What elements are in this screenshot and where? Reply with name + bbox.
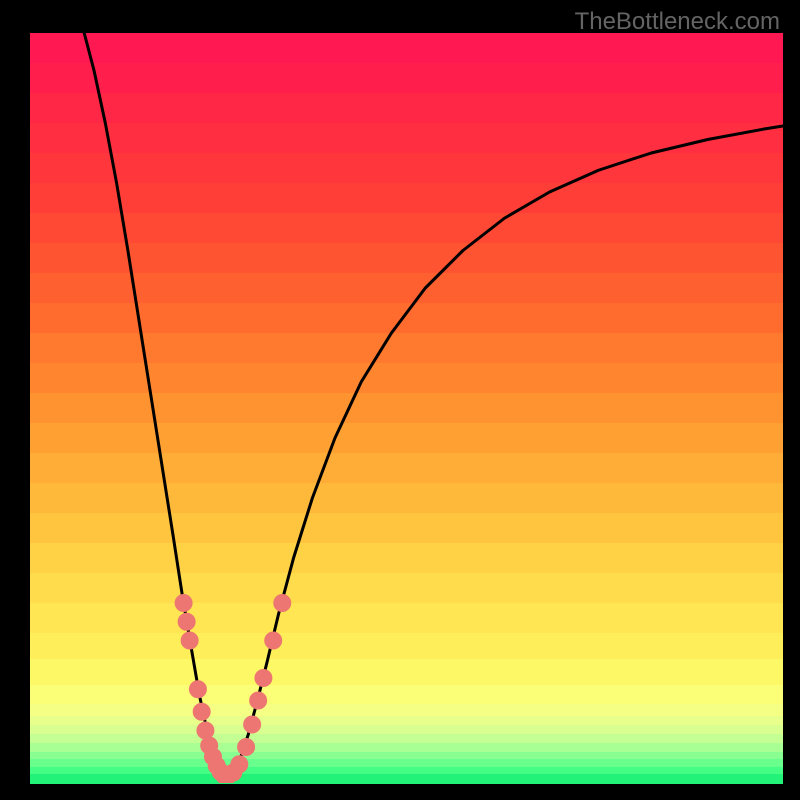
gradient-band	[30, 33, 783, 64]
gradient-band	[30, 303, 783, 334]
gradient-band	[30, 93, 783, 124]
gradient-band	[30, 543, 783, 574]
gradient-band	[30, 153, 783, 184]
plot-area	[30, 33, 783, 783]
gradient-band	[30, 273, 783, 304]
gradient-band	[30, 685, 783, 705]
bottleneck-chart: TheBottleneck.com	[0, 0, 800, 800]
gradient-band	[30, 183, 783, 214]
gradient-band	[30, 333, 783, 364]
gradient-band	[30, 573, 783, 604]
gradient-band	[30, 513, 783, 544]
gradient-band	[30, 704, 783, 716]
gradient-band	[30, 243, 783, 274]
gradient-band	[30, 483, 783, 514]
gradient-band	[30, 453, 783, 484]
gradient-band	[30, 659, 783, 685]
gradient-band	[30, 213, 783, 244]
watermark-text: TheBottleneck.com	[575, 8, 780, 36]
gradient-band	[30, 363, 783, 394]
gradient-band	[30, 423, 783, 454]
gradient-band	[30, 63, 783, 94]
gradient-band	[30, 633, 783, 660]
gradient-band	[30, 123, 783, 154]
gradient-band	[30, 774, 783, 784]
gradient-band	[30, 393, 783, 424]
gradient-band	[30, 603, 783, 634]
